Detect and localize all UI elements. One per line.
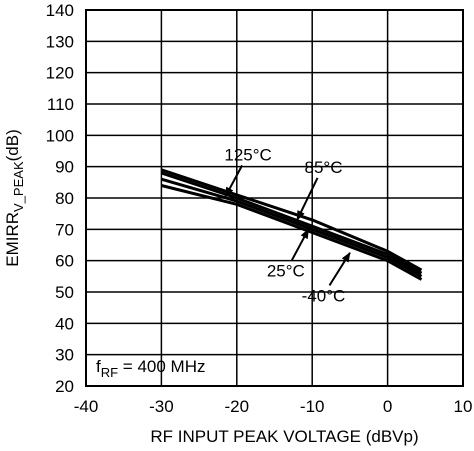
y-tick-label: 120 <box>46 64 74 83</box>
y-axis-label-main: EMIRR <box>3 212 22 267</box>
condition-prefix: f <box>96 357 101 376</box>
y-tick-label: 90 <box>55 158 74 177</box>
x-tick-label: -20 <box>225 397 250 416</box>
condition-label: fRF = 400 MHz <box>96 357 205 380</box>
annotation-arrow <box>290 228 310 261</box>
condition-text: = 400 MHz <box>118 357 205 376</box>
x-tick-label: -10 <box>300 397 325 416</box>
annotation-arrow <box>328 251 351 286</box>
x-axis-label: RF INPUT PEAK VOLTAGE (dBVp) <box>150 427 418 446</box>
y-tick-label: 60 <box>55 252 74 271</box>
series-line <box>160 177 423 278</box>
series-line <box>160 171 423 275</box>
y-tick-label: 30 <box>55 346 74 365</box>
annotation-label: 85°C <box>305 158 343 177</box>
y-tick-label: 70 <box>55 220 74 239</box>
annotation-arrow <box>296 177 319 221</box>
grid-lines <box>85 9 464 387</box>
series-lines <box>160 168 423 281</box>
tick-labels: -40 -30 -20 -10 0 10 20 30 40 50 60 70 80 90 100 110 120… <box>46 1 473 416</box>
series-line <box>160 168 423 272</box>
x-tick-label: 0 <box>383 397 392 416</box>
y-axis-label: EMIRRV_PEAK(dB) <box>3 129 26 267</box>
annotation-arrow <box>224 164 243 198</box>
y-tick-label: 40 <box>55 314 74 333</box>
y-tick-label: 130 <box>46 32 74 51</box>
plot-frame <box>85 9 464 387</box>
y-axis-label-unit: (dB) <box>3 129 22 161</box>
y-tick-label: 80 <box>55 189 74 208</box>
y-axis-label-subscript: V_PEAK <box>11 161 26 212</box>
annotation-label: 125°C <box>224 145 271 164</box>
x-tick-label: -30 <box>149 397 174 416</box>
x-tick-label: -40 <box>74 397 99 416</box>
annotation-label: -40°C <box>302 286 346 305</box>
condition-subscript: RF <box>101 365 118 380</box>
annotation-label: 25°C <box>267 261 305 280</box>
y-tick-label: 20 <box>55 377 74 396</box>
y-tick-label: 100 <box>46 126 74 145</box>
series-line <box>161 184 423 281</box>
annotations: 125°C 85°C 25°C -40°C <box>224 145 351 305</box>
y-tick-label: 110 <box>47 95 74 114</box>
y-tick-label: 50 <box>55 283 74 302</box>
x-tick-label: 10 <box>454 397 473 416</box>
y-tick-label: 140 <box>46 1 74 20</box>
